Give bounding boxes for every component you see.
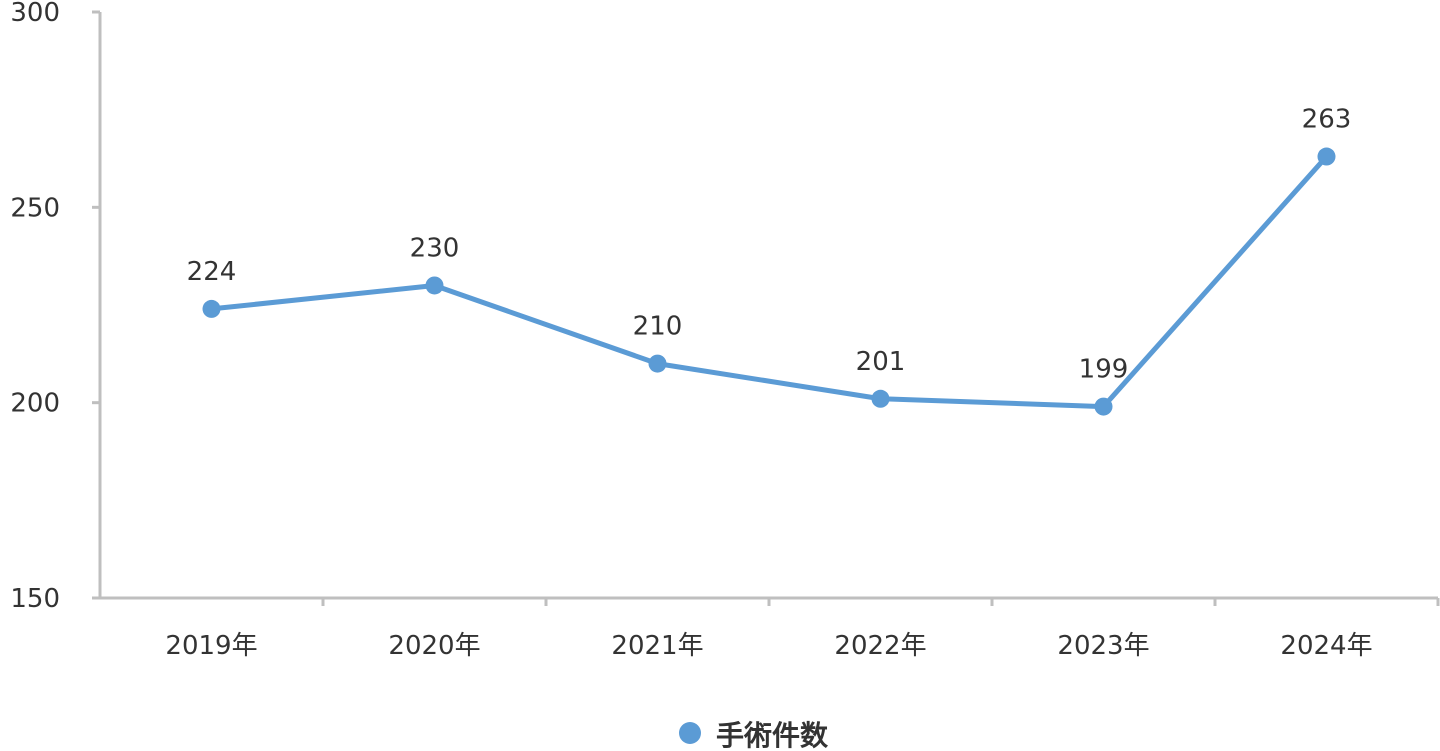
- x-tick-label: 2022年: [834, 631, 926, 661]
- data-label: 230: [410, 233, 460, 263]
- data-label: 199: [1079, 355, 1129, 385]
- x-tick-label: 2020年: [388, 631, 480, 661]
- data-point: [425, 276, 444, 295]
- data-point: [1317, 147, 1336, 166]
- data-label: 224: [187, 257, 237, 287]
- series-layer: 224 230 210 201 199 263: [187, 105, 1352, 416]
- data-point: [202, 299, 221, 318]
- chart-axes: [98, 12, 1438, 600]
- x-tick-label: 2024年: [1280, 631, 1372, 661]
- legend: 手術件数: [679, 719, 829, 751]
- y-tick-label: 150: [10, 584, 60, 614]
- x-tick-label: 2021年: [611, 631, 703, 661]
- data-label: 263: [1302, 105, 1352, 135]
- series-line: [209, 154, 1329, 410]
- y-tick-label: 250: [10, 193, 60, 223]
- y-axis-ticks: 150 200 250 300: [10, 0, 100, 614]
- x-tick-label: 2023年: [1057, 631, 1149, 661]
- data-point: [648, 354, 667, 373]
- legend-marker: [679, 722, 701, 744]
- legend-label: 手術件数: [716, 719, 829, 751]
- x-axis-ticks: 2019年 2020年 2021年 2022年 2023年 2024年: [165, 598, 1440, 661]
- x-tick-label: 2019年: [165, 631, 257, 661]
- y-tick-label: 300: [10, 0, 60, 28]
- data-point: [1094, 397, 1113, 416]
- data-label: 201: [856, 347, 906, 377]
- data-label: 210: [633, 312, 683, 342]
- data-point: [871, 389, 890, 408]
- y-tick-label: 200: [10, 389, 60, 419]
